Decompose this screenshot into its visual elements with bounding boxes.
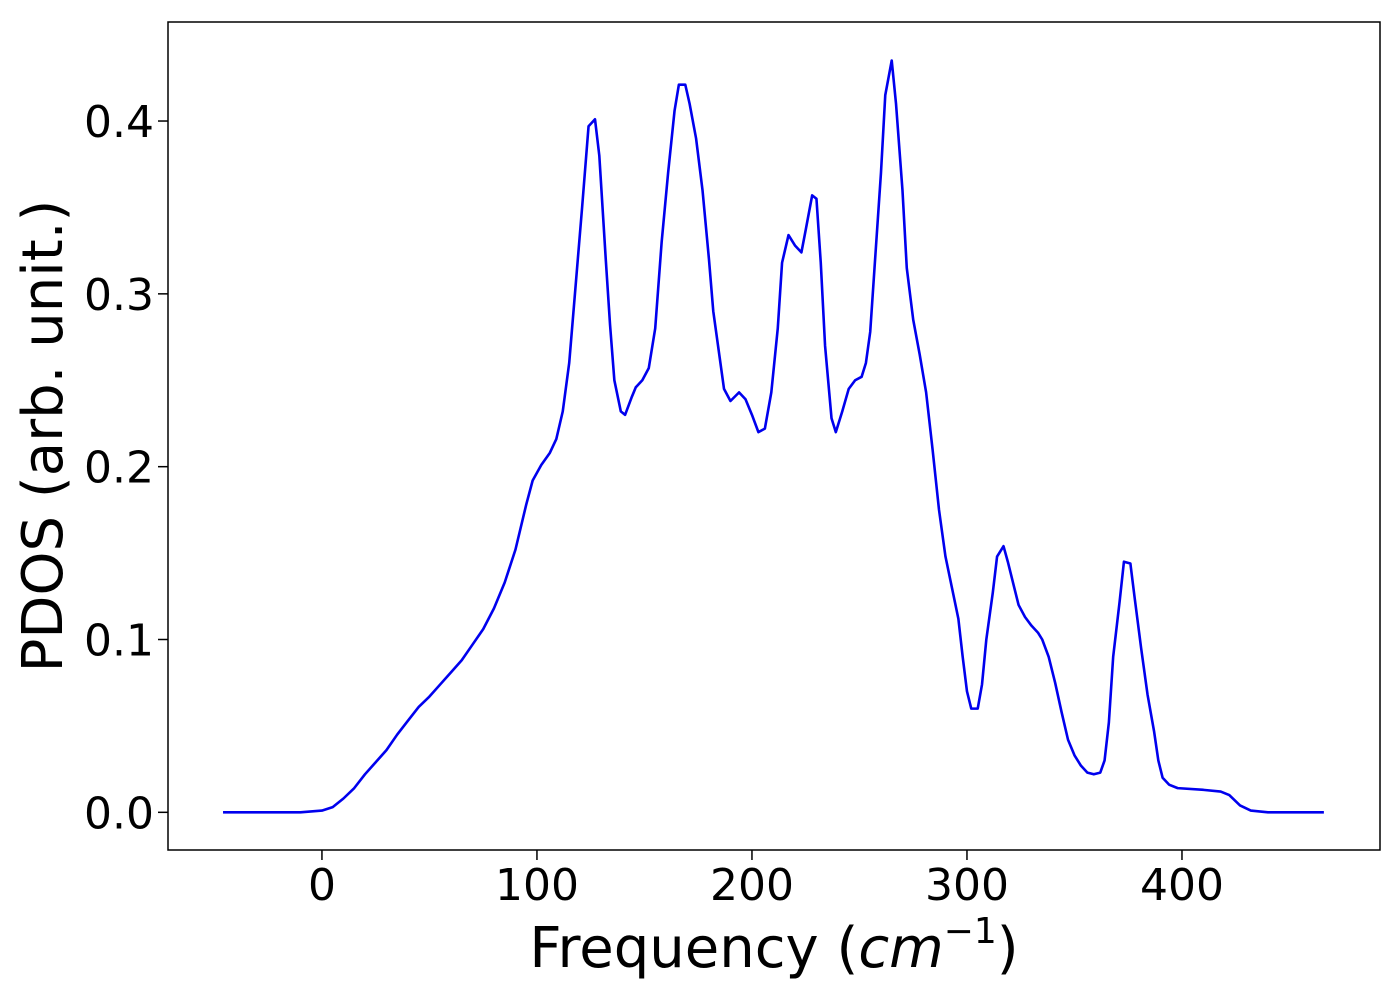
y-tick-label: 0.1: [84, 616, 154, 667]
y-tick-label: 0.3: [84, 270, 154, 321]
x-tick-label: 400: [1140, 860, 1224, 911]
x-axis-label: Frequency (cm−1): [529, 911, 1018, 981]
y-tick-label: 0.2: [84, 443, 154, 494]
y-tick-label: 0.0: [84, 788, 154, 839]
x-tick-label: 100: [495, 860, 579, 911]
x-tick-label: 300: [925, 860, 1009, 911]
data-line: [223, 59, 1324, 814]
y-tick-label: 0.4: [84, 97, 154, 148]
plot-frame: [167, 21, 1381, 851]
y-axis-label: PDOS (arb. unit.): [11, 200, 76, 673]
x-tick-label: 0: [308, 860, 336, 911]
x-tick-label: 200: [710, 860, 794, 911]
